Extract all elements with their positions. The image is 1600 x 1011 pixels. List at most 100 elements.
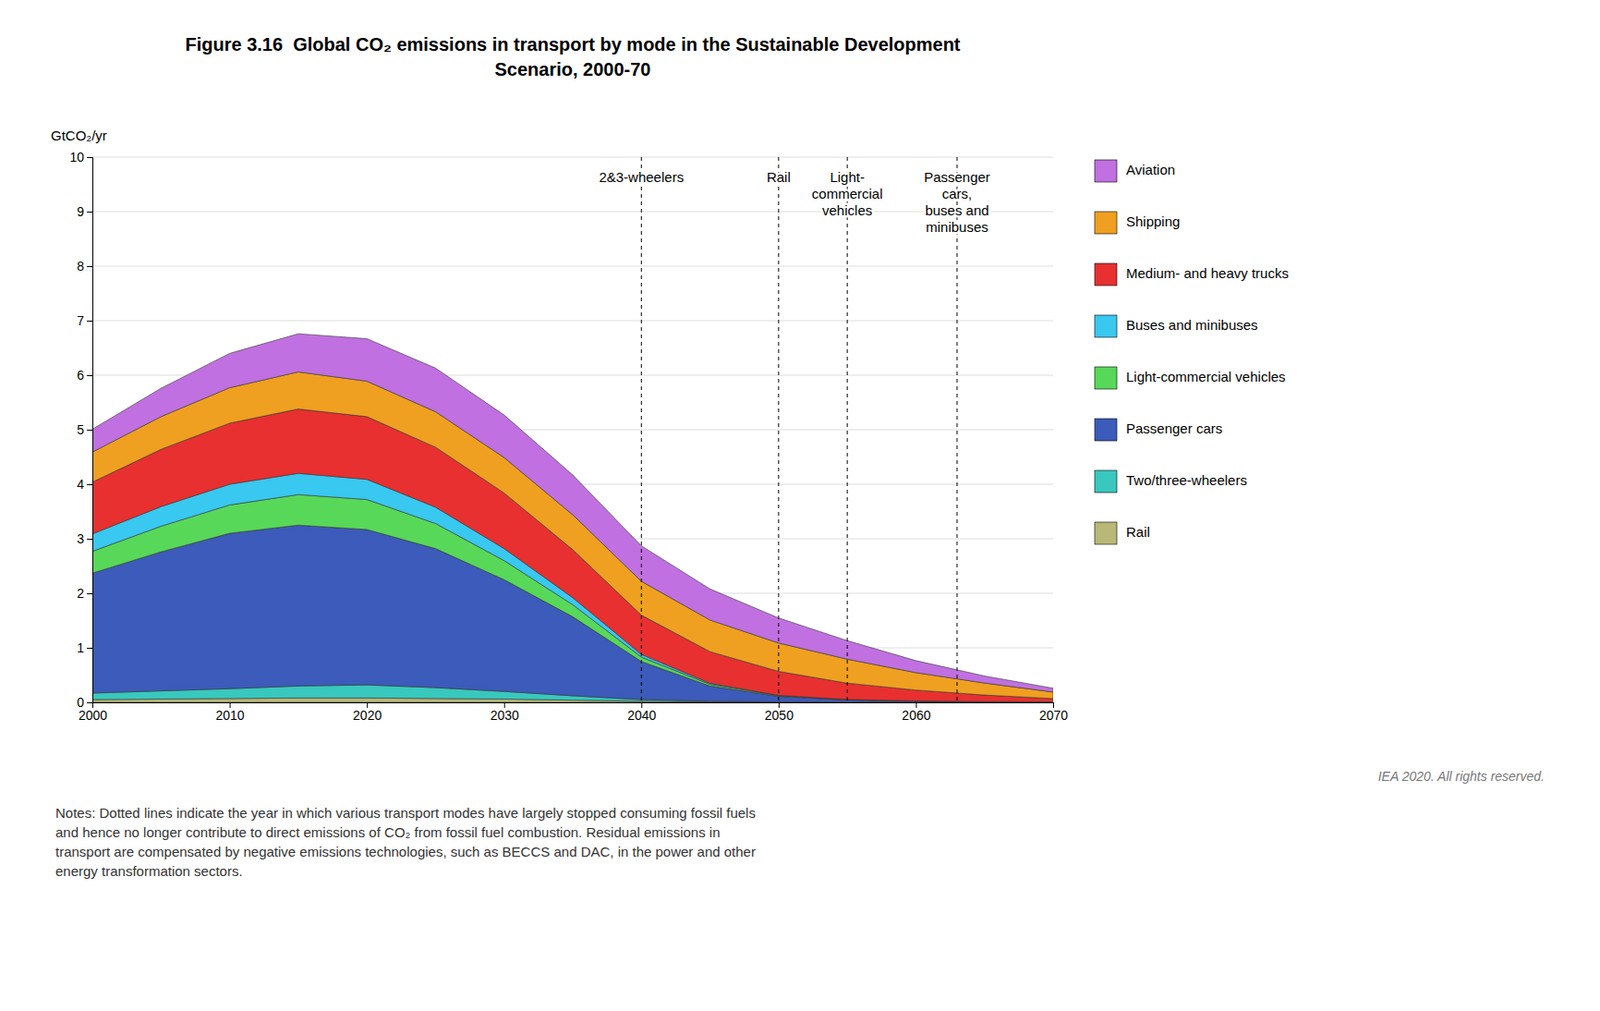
note-line: transport are compensated by negative em… (55, 843, 756, 860)
x-tick-label: 2010 (215, 707, 244, 723)
legend-label: Rail (1126, 523, 1151, 540)
plot-area (92, 157, 1054, 703)
annotation-line-text: Passenger (923, 169, 991, 185)
legend-label: Two/three-wheelers (1126, 472, 1248, 488)
x-axis: 2000 2010 2020 2030 2040 2050 2060 2070 (78, 702, 1068, 723)
x-tick: 2040 (627, 702, 656, 723)
y-axis-line (86, 157, 94, 704)
y-tick-mark (86, 702, 93, 704)
legend-item: Two/three-wheelers (1094, 470, 1248, 493)
legend-item: Passenger cars (1094, 418, 1223, 441)
legend-item: Aviation (1094, 159, 1176, 182)
legend-item: Light-commercial vehicles (1094, 366, 1286, 389)
legend-swatch (1094, 418, 1117, 441)
y-tick: 4 (76, 476, 93, 492)
y-tick-mark (86, 211, 93, 213)
y-tick: 9 (76, 204, 93, 219)
area-series (92, 371, 1054, 698)
x-tick: 2020 (352, 702, 382, 723)
note-line: energy transformation sectors. (55, 862, 243, 879)
y-tick-mark (86, 538, 93, 540)
note-line: Notes: Dotted lines indicate the year in… (55, 804, 756, 821)
y-tick-mark (86, 593, 93, 594)
grid-line (92, 320, 1054, 322)
title-line: Figure 3.16 Global CO₂ emissions in tran… (184, 34, 960, 55)
y-axis: 0 1 2 3 4 5 6 7 8 9 10 (69, 149, 93, 710)
annotation-line-text: minibuses (925, 218, 989, 235)
y-axis-title: GtCO₂/yr (50, 127, 108, 144)
x-tick: 2060 (901, 702, 931, 723)
y-tick-label: 1 (76, 640, 85, 655)
y-tick: 0 (76, 694, 93, 710)
y-tick-mark (86, 266, 93, 267)
y-tick-mark (86, 429, 93, 431)
annotation: 2&3-wheelers (598, 169, 684, 185)
annotation-line (641, 157, 643, 703)
legend-item: Buses and minibuses (1094, 315, 1259, 338)
note-line: and hence no longer contribute to direct… (55, 824, 721, 840)
annotation-line-text: commercial (812, 185, 884, 202)
y-tick: 8 (76, 258, 93, 274)
grid-line (92, 211, 1054, 213)
legend-label: Buses and minibuses (1126, 316, 1259, 333)
y-tick-label: 5 (76, 422, 85, 437)
area-series (92, 409, 1054, 703)
x-tick-label: 2060 (901, 707, 931, 723)
x-tick: 2050 (764, 702, 794, 723)
annotation-line (777, 157, 779, 703)
y-tick-label: 3 (76, 531, 85, 546)
x-tick-label: 2020 (352, 707, 382, 723)
y-tick: 6 (76, 367, 93, 383)
y-tick: 7 (76, 313, 93, 328)
grid-line (92, 157, 1054, 158)
annotation-line-text: Rail (766, 169, 791, 185)
x-tick-label: 2050 (764, 707, 794, 723)
annotation-line-text: Light- (829, 169, 865, 185)
y-tick-label: 2 (76, 585, 85, 601)
y-tick: 2 (76, 585, 93, 601)
legend-label: Light-commercial vehicles (1126, 368, 1286, 385)
chart: Figure 3.16 Global CO₂ emissions in tran… (0, 0, 1600, 1011)
y-tick-label: 10 (69, 149, 85, 165)
y-tick-mark (86, 375, 93, 376)
y-tick-label: 9 (76, 204, 85, 219)
y-tick-label: 6 (76, 367, 85, 383)
legend-swatch (1094, 366, 1117, 389)
y-tick-mark (86, 647, 93, 649)
legend-swatch (1094, 211, 1117, 234)
annotation-line (847, 157, 849, 703)
y-tick: 10 (69, 149, 93, 165)
y-tick-mark (86, 320, 93, 322)
annotation: Passengercars,buses andminibuses (923, 169, 991, 235)
annotation: Rail (766, 169, 791, 185)
x-tick: 2010 (215, 702, 244, 723)
y-tick-label: 8 (76, 258, 85, 274)
grid-line (92, 266, 1054, 267)
y-tick: 1 (76, 640, 93, 655)
legend-label: Aviation (1126, 161, 1176, 178)
legend-label: Medium- and heavy trucks (1126, 265, 1289, 281)
legend-swatch (1094, 159, 1117, 182)
grid (92, 157, 1054, 703)
annotation-line (957, 157, 958, 703)
title: Figure 3.16 Global CO₂ emissions in tran… (184, 34, 960, 80)
legend-swatch (1094, 470, 1117, 493)
annotation-line-text: 2&3-wheelers (598, 169, 684, 185)
legend-label: Shipping (1126, 213, 1180, 230)
legend-swatch (1094, 263, 1117, 286)
annotations: 2&3-wheelers Rail Light-commercialvehicles… (598, 169, 990, 235)
x-tick-label: 2070 (1039, 707, 1068, 723)
y-tick-label: 0 (76, 694, 85, 710)
y-tick-label: 4 (76, 476, 85, 492)
annotation-line-text: vehicles (822, 202, 873, 219)
legend-label: Passenger cars (1126, 420, 1223, 437)
y-tick-mark (86, 484, 93, 485)
annotation: Light-commercialvehicles (812, 169, 884, 219)
y-tick-mark (86, 157, 93, 158)
credit: IEA 2020. All rights reserved. (1378, 768, 1545, 784)
legend: Aviation Shipping Medium- and heavy trucks… (1094, 159, 1289, 545)
x-tick-label: 2000 (78, 707, 108, 723)
y-tick-label: 7 (76, 313, 85, 328)
x-tick: 2030 (490, 702, 520, 723)
annotation-line-text: cars, (942, 185, 973, 202)
